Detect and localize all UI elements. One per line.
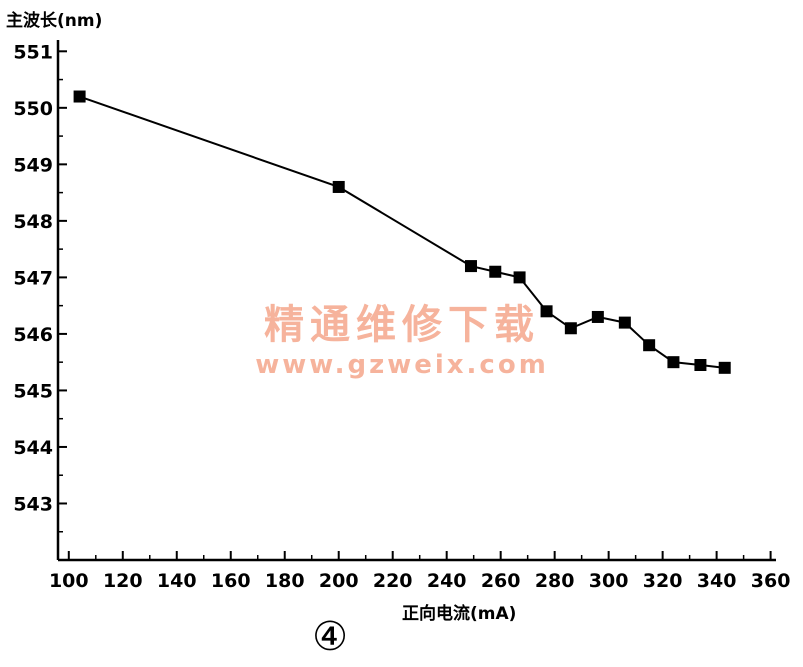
data-point-marker <box>667 356 680 369</box>
y-tick-label: 548 <box>13 211 53 233</box>
panel-label: ④ <box>312 614 348 660</box>
data-point-marker <box>694 359 707 371</box>
y-tick-label: 551 <box>13 41 53 63</box>
x-tick-label: 300 <box>589 570 629 592</box>
y-tick-label: 543 <box>13 493 53 515</box>
watermark-title: 精通维修下载 <box>264 302 540 348</box>
y-tick-label: 546 <box>13 324 53 346</box>
axes <box>56 40 776 562</box>
data-point-marker <box>540 305 553 318</box>
data-point-marker <box>643 339 656 352</box>
x-tick-label: 140 <box>157 570 197 592</box>
x-tick-label: 320 <box>643 570 683 592</box>
x-tick-label: 340 <box>697 570 737 592</box>
y-tick-label: 545 <box>13 380 53 402</box>
x-tick-label: 240 <box>427 570 467 592</box>
y-ticks: 543 544 545 546 547 548 549 550 551 <box>13 41 67 533</box>
x-tick-label: 120 <box>103 570 143 592</box>
data-point-marker <box>564 322 577 335</box>
x-tick-label: 260 <box>481 570 521 592</box>
x-tick-label: 220 <box>373 570 413 592</box>
x-axis-title: 正向电流(mA) <box>402 603 516 624</box>
x-tick-label: 180 <box>265 570 305 592</box>
data-point-marker <box>489 265 502 278</box>
x-ticks: 100 120 140 160 180 200 220 240 260 280 300 320 340 3… <box>49 551 790 592</box>
data-point-marker <box>591 310 604 323</box>
x-tick-label: 280 <box>535 570 575 592</box>
x-tick-label: 360 <box>751 570 791 592</box>
series-layer <box>73 90 731 374</box>
watermark: 精通维修下载 www.gzweix.com <box>255 302 549 380</box>
x-tick-label: 160 <box>211 570 251 592</box>
x-tick-label: 200 <box>319 570 359 592</box>
data-point-marker <box>464 260 477 273</box>
y-tick-label: 550 <box>13 98 53 120</box>
data-point-marker <box>618 316 631 329</box>
y-tick-label: 549 <box>13 154 53 176</box>
y-axis-title: 主波长(nm) <box>6 10 102 31</box>
data-point-marker <box>332 180 345 193</box>
y-tick-label: 544 <box>13 437 53 459</box>
data-point-marker <box>73 90 86 103</box>
data-point-marker <box>513 271 526 284</box>
data-point-marker <box>718 361 731 374</box>
x-tick-label: 100 <box>49 570 89 592</box>
y-tick-label: 547 <box>13 267 53 289</box>
watermark-url: www.gzweix.com <box>255 350 549 380</box>
